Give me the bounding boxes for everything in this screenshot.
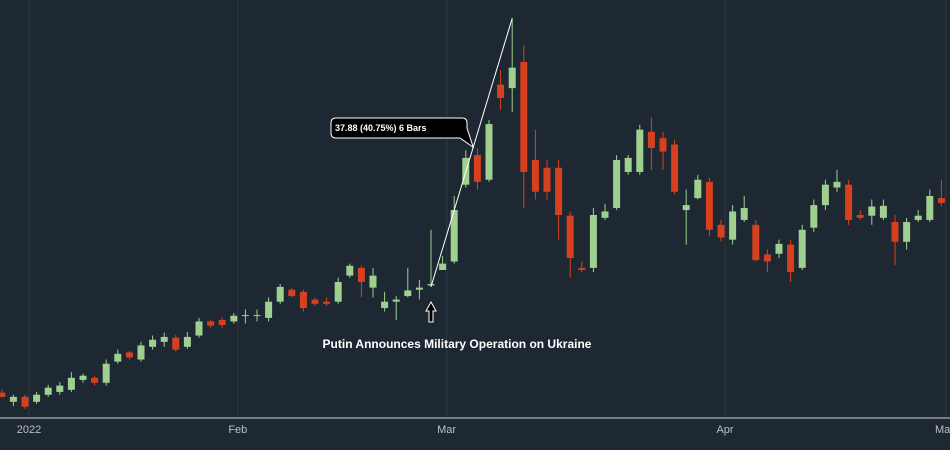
candle-body	[903, 222, 911, 242]
candle-body	[311, 299, 319, 304]
candle-body	[218, 320, 226, 325]
candle-body	[914, 215, 922, 220]
candle-body	[427, 284, 435, 286]
candle-body	[578, 267, 586, 270]
candle-body	[357, 267, 365, 282]
candle-body	[44, 387, 52, 395]
candle-body	[694, 179, 702, 199]
candle-body	[763, 254, 771, 262]
candle-body	[752, 224, 760, 261]
candle-body	[404, 290, 412, 297]
candle-body	[787, 244, 795, 273]
candle-body	[253, 315, 261, 317]
candle-body	[705, 181, 713, 230]
measure-line	[430, 18, 513, 288]
candle-body	[729, 211, 737, 240]
candle-body	[740, 207, 748, 220]
candle-body	[56, 385, 64, 392]
candle-body	[601, 211, 609, 218]
candle-body	[323, 301, 331, 304]
x-tick-label: Mar	[437, 424, 456, 436]
event-arrow	[425, 300, 437, 323]
candle-body	[937, 198, 945, 204]
candle-body	[671, 144, 679, 192]
candle-body	[439, 263, 447, 270]
callout-box	[330, 117, 475, 149]
candle-body	[67, 377, 75, 390]
candle-body	[392, 299, 400, 302]
candle-body	[381, 301, 389, 309]
x-tick-label: Apr	[716, 424, 733, 436]
candle-body	[450, 210, 458, 262]
candle-body	[613, 160, 621, 208]
candle-body	[149, 339, 157, 347]
candle-body	[775, 243, 783, 254]
candle-body	[114, 353, 122, 362]
candle-body	[172, 337, 180, 350]
candle-body	[845, 184, 853, 220]
candle-body	[207, 321, 215, 326]
candle-body	[79, 375, 87, 380]
candle-body	[566, 215, 574, 258]
candle-body	[508, 67, 516, 89]
candle-body	[415, 287, 423, 290]
candle-body	[543, 167, 551, 192]
candle-body	[0, 392, 6, 397]
candle-body	[102, 363, 110, 383]
candle-body	[497, 84, 505, 98]
candle-body	[288, 289, 296, 297]
candle-body	[636, 129, 644, 172]
annotations: 37.88 (40.75%) 6 Bars Putin Announces Mil…	[323, 18, 592, 351]
candle-body	[299, 291, 307, 309]
candle-body	[624, 157, 632, 172]
candle-body	[856, 214, 864, 218]
candle-body	[682, 205, 690, 211]
x-tick-label: 2022	[17, 424, 41, 436]
candle-body	[183, 336, 191, 347]
candle-body	[647, 131, 655, 149]
candle-body	[160, 336, 168, 342]
candle-body	[125, 352, 133, 358]
candle-body	[241, 315, 249, 317]
candle-body	[485, 124, 493, 180]
candle-body	[879, 205, 887, 218]
candle-body	[821, 184, 829, 206]
candle-body	[868, 206, 876, 216]
candle-body	[346, 265, 354, 276]
candles	[0, 18, 945, 409]
x-tick-label: May	[935, 424, 950, 436]
candle-body	[265, 301, 273, 318]
event-label: Putin Announces Military Operation on Uk…	[323, 337, 592, 351]
candle-body	[659, 138, 667, 152]
candle-body	[926, 195, 934, 220]
candle-body	[33, 394, 41, 402]
x-tick-label: Feb	[228, 424, 247, 436]
candle-body	[276, 286, 284, 302]
candle-body	[195, 321, 203, 336]
candle-body	[21, 396, 29, 407]
callout-text: 37.88 (40.75%) 6 Bars	[335, 123, 427, 133]
candle-body	[9, 396, 17, 402]
grid	[28, 0, 946, 418]
candle-body	[473, 155, 481, 182]
candle-body	[833, 181, 841, 188]
candle-body	[810, 205, 818, 228]
candle-body	[717, 224, 725, 238]
candle-body	[555, 167, 563, 215]
candle-body	[520, 62, 528, 172]
candle-body	[369, 275, 377, 288]
candle-body	[531, 160, 539, 192]
candle-body	[91, 377, 99, 383]
candle-body	[334, 281, 342, 302]
candle-body	[230, 315, 238, 322]
candle-body	[137, 345, 145, 360]
candle-body	[798, 229, 806, 268]
candle-body	[589, 214, 597, 268]
candle-body	[891, 222, 899, 242]
